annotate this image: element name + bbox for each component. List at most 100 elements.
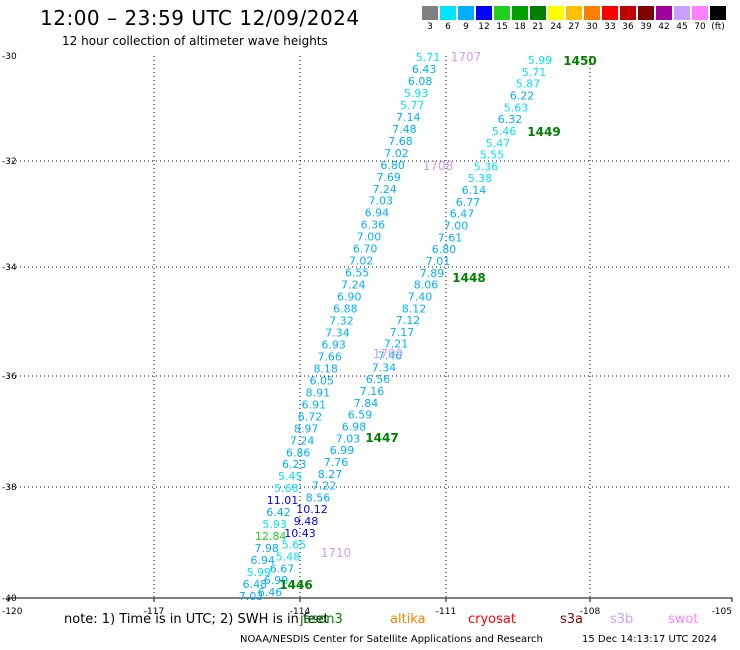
track-b-wave-height: 7.00 — [444, 220, 469, 233]
track-a-wave-height: 6.42 — [266, 506, 291, 519]
legend-item-cryosat: cryosat — [468, 612, 516, 627]
track-b-wave-height: 6.77 — [456, 196, 481, 209]
track-a-wave-height: 11.01 — [267, 494, 299, 507]
track-a-wave-height: 6.55 — [345, 267, 370, 280]
track-a-wave-height: 7.14 — [396, 111, 421, 124]
colorbar-swatch — [548, 6, 564, 20]
colorbar-swatch — [620, 6, 636, 20]
track-a-wave-height: 6.91 — [302, 398, 327, 411]
legend-item-jason3: jason3 — [300, 612, 343, 627]
pass-time-label: 1448 — [452, 271, 485, 285]
page-subtitle: 12 hour collection of altimeter wave hei… — [62, 34, 328, 48]
track-a-wave-height: 7.00 — [357, 231, 382, 244]
colorbar-swatch — [476, 6, 492, 20]
track-b-wave-height: 7.16 — [360, 385, 385, 398]
track-a-wave-height: 7.03 — [239, 590, 264, 603]
track-b-wave-height: 9.48 — [294, 515, 319, 528]
track-a-wave-height: 6.70 — [353, 243, 378, 256]
track-b-wave-height: 6.14 — [462, 184, 487, 197]
track-a-wave-height: 6.36 — [361, 219, 386, 232]
track-a-wave-height: 7.34 — [325, 327, 350, 340]
track-a-wave-height: 5.68 — [274, 482, 299, 495]
track-b-wave-height: 6.99 — [330, 444, 355, 457]
colorbar-swatch — [674, 6, 690, 20]
track-b-wave-height: 7.84 — [354, 397, 379, 410]
colorbar-swatch — [692, 6, 708, 20]
colorbar-label: 36 — [622, 22, 634, 32]
colorbar-label: 39 — [640, 22, 652, 32]
page-title: 12:00 – 23:59 UTC 12/09/2024 — [40, 6, 360, 30]
track-a-wave-height: 5.45 — [278, 470, 303, 483]
pass-time-label: 1450 — [563, 54, 596, 68]
track-b-wave-height: 5.71 — [522, 66, 547, 79]
track-a-wave-height: 7.24 — [372, 183, 397, 196]
track-a-wave-height: 5.93 — [404, 87, 429, 100]
generated-timestamp: 15 Dec 14:13:17 UTC 2024 — [582, 634, 717, 645]
legend-item-altika: altika — [390, 612, 426, 627]
track-b-wave-height: 8.56 — [306, 491, 331, 504]
colorbar-label: (ft) — [711, 22, 725, 32]
track-b-wave-height: 7.61 — [438, 231, 463, 244]
track-a-wave-height: 5.71 — [416, 51, 441, 64]
track-b-wave-height: 6.22 — [510, 90, 535, 103]
colorbar-swatch — [710, 6, 726, 20]
track-b-wave-height: 7.17 — [390, 326, 415, 339]
track-b-wave-height: 7.46 — [378, 350, 403, 363]
latitude-tick-label: -34 — [2, 263, 17, 273]
legend-item-s3b: s3b — [610, 612, 634, 627]
colorbar-swatch — [602, 6, 618, 20]
latitude-tick-label: -30 — [2, 52, 17, 62]
track-a-wave-height: 7.48 — [392, 123, 417, 136]
pass-time-label: 1707 — [451, 50, 482, 64]
track-a-wave-height: 6.90 — [337, 291, 362, 304]
colorbar-swatch — [458, 6, 474, 20]
colorbar-label: 15 — [496, 22, 508, 32]
colorbar-swatch — [494, 6, 510, 20]
colorbar-label: 21 — [532, 22, 544, 32]
track-a-wave-height: 8.18 — [313, 362, 338, 375]
colorbar-label: 3 — [427, 22, 433, 32]
track-a-wave-height: 8.91 — [306, 386, 331, 399]
latitude-tick-label: -38 — [2, 483, 17, 493]
longitude-tick-label: -120 — [2, 607, 23, 617]
map-grid — [8, 56, 732, 598]
track-a-wave-height: 5.77 — [400, 99, 425, 112]
colorbar-label: 24 — [550, 22, 562, 32]
colorbar-label: 12 — [478, 22, 490, 32]
track-b-wave-height: 6.32 — [498, 113, 523, 126]
track-a-wave-height: 7.98 — [254, 542, 279, 555]
track-b-wave-height: 6.56 — [366, 373, 391, 386]
colorbar-label: 42 — [658, 22, 670, 32]
track-b-wave-height: 6.67 — [270, 562, 295, 575]
track-a-wave-height: 6.05 — [310, 374, 335, 387]
credit-line: NOAA/NESDIS Center for Satellite Applica… — [240, 634, 543, 645]
colorbar-swatch — [422, 6, 438, 20]
track-a-wave-height: 7.03 — [369, 195, 394, 208]
latitude-tick-label: -32 — [2, 157, 17, 167]
track-b-wave-height: 10.12 — [296, 503, 328, 516]
track-a-wave-height: 7.24 — [290, 434, 315, 447]
track-a-wave-height: 7.69 — [376, 171, 401, 184]
track-a-wave-height: 6.08 — [408, 75, 433, 88]
colorbar-swatch — [530, 6, 546, 20]
track-b-wave-height: 6.59 — [348, 409, 373, 422]
track-b-wave-height: 6.98 — [342, 421, 367, 434]
track-b-wave-height: 8.27 — [318, 468, 343, 481]
track-b-wave-height: 5.55 — [480, 149, 505, 162]
track-b-wave-height: 5.48 — [276, 551, 301, 564]
latitude-tick-label: -36 — [2, 372, 17, 382]
altimeter-track-a: 5.716.436.085.935.777.147.487.687.026.80… — [239, 51, 441, 603]
track-b-wave-height: 7.34 — [372, 361, 397, 374]
track-a-wave-height: 7.32 — [329, 315, 354, 328]
colorbar-swatch — [440, 6, 456, 20]
track-b-wave-height: 6.47 — [450, 208, 475, 221]
track-b-wave-height: 7.76 — [324, 456, 349, 469]
track-b-wave-height: 10.43 — [284, 527, 316, 540]
track-a-wave-height: 6.43 — [412, 63, 437, 76]
altimeter-track-b: 5.995.715.876.225.636.325.465.475.555.36… — [258, 54, 553, 599]
track-b-wave-height: 5.38 — [468, 172, 493, 185]
track-a-wave-height: 6.94 — [365, 207, 390, 220]
track-a-wave-height: 7.02 — [384, 147, 409, 160]
track-b-wave-height: 5.87 — [516, 78, 541, 91]
